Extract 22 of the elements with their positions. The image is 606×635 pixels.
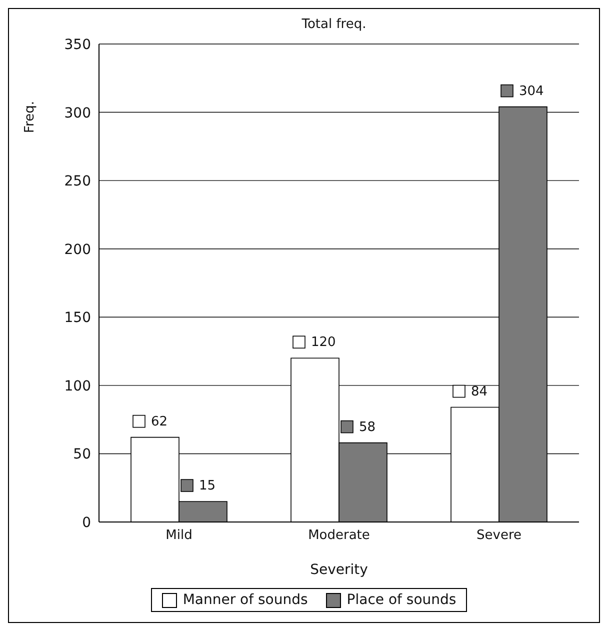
data-label: 120 (311, 335, 336, 350)
y-tick-label: 350 (64, 36, 91, 53)
y-tick-label: 50 (73, 446, 91, 463)
legend-label: Place of sounds (346, 592, 456, 608)
y-tick-label: 150 (64, 310, 91, 326)
y-tick-label: 250 (64, 174, 91, 190)
y-axis-title: Freq. (22, 101, 38, 133)
x-tick-label: Moderate (308, 528, 370, 544)
data-label: 304 (519, 84, 544, 99)
y-tick-label: 200 (64, 242, 91, 258)
y-tick-label: 0 (82, 514, 91, 531)
legend-label: Manner of sounds (182, 592, 308, 608)
x-tick-label: Mild (166, 528, 192, 544)
x-axis-title: Severity (310, 562, 368, 578)
data-label: 62 (151, 414, 168, 430)
data-label: 58 (359, 420, 376, 435)
data-label: 15 (199, 478, 216, 494)
x-tick-label: Severe (476, 528, 522, 544)
data-label: 84 (471, 384, 488, 400)
y-tick-label: 100 (64, 378, 91, 394)
chart-title: Total freq. (300, 16, 368, 32)
y-tick-label: 300 (64, 105, 91, 122)
